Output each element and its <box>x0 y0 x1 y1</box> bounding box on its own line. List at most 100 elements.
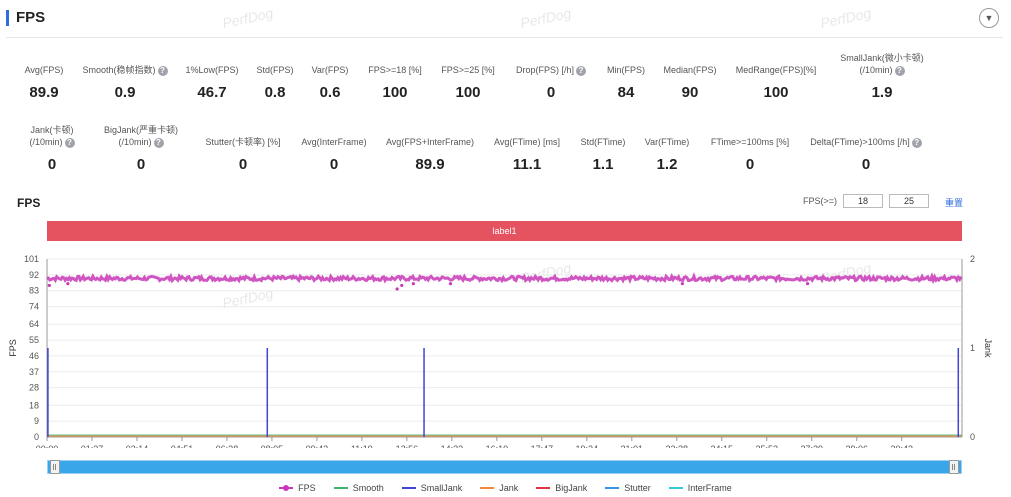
y-tick-label: 0 <box>34 432 39 442</box>
fps-dip-point <box>395 287 399 291</box>
x-tick-label: 27:29 <box>800 444 823 448</box>
legend-item[interactable]: InterFrame <box>668 483 732 493</box>
legend-item[interactable]: BigJank <box>536 483 587 493</box>
stat-label: MedRange(FPS)[%] <box>735 65 817 75</box>
stat-label: Min(FPS) <box>607 65 645 75</box>
time-range-slider[interactable] <box>47 460 962 474</box>
stat-value: 1.2 <box>656 156 678 173</box>
stat-value: 0 <box>861 156 871 173</box>
collapse-chevron-icon[interactable]: ▼ <box>979 8 999 28</box>
fps-dip-point <box>411 282 415 286</box>
threshold-label: FPS(>=) <box>802 196 837 206</box>
help-icon[interactable]: ? <box>911 137 922 148</box>
x-tick-label: 30:43 <box>890 444 913 448</box>
stat-value: 89.9 <box>29 84 59 101</box>
stat-label: Avg(FPS) <box>24 65 64 75</box>
stat-value: 11.1 <box>512 156 542 173</box>
stat-value: 0.8 <box>264 84 286 101</box>
stat-label: FTime>=100ms [%] <box>710 137 790 147</box>
stat-value: 0 <box>546 84 556 101</box>
reset-button[interactable]: 重置 <box>944 198 963 208</box>
stat-label: Std(FPS) <box>256 65 294 75</box>
legend-item[interactable]: Smooth <box>333 483 384 493</box>
y-tick-label: 101 <box>24 254 39 264</box>
header-accent-bar <box>6 10 9 26</box>
legend-swatch <box>668 487 683 489</box>
legend-item[interactable]: Stutter <box>605 483 651 493</box>
help-icon[interactable]: ? <box>153 137 164 148</box>
stat-item: Avg(InterFrame) 0 <box>264 136 404 173</box>
slider-handle-left[interactable] <box>50 460 60 474</box>
x-tick-label: 00:00 <box>36 444 59 448</box>
help-icon[interactable]: ? <box>64 137 75 148</box>
stat-value: 1.9 <box>871 84 893 101</box>
legend-label: InterFrame <box>687 483 732 493</box>
stat-value: 84 <box>617 84 635 101</box>
help-icon[interactable]: ? <box>894 65 905 76</box>
label-band[interactable]: label1 <box>47 221 962 241</box>
x-tick-label: 16:10 <box>486 444 509 448</box>
fps-dip-point <box>805 282 810 286</box>
stat-label: Avg(InterFrame) <box>301 137 367 147</box>
stat-label: Smooth(稳帧指数)? <box>55 64 195 76</box>
threshold-input-1[interactable]: 18 <box>843 194 883 208</box>
y-axis-title: FPS <box>8 339 18 357</box>
stat-item: Jank(卡顿) (/10min)? 0 <box>0 124 122 173</box>
section-title: FPS <box>16 9 46 26</box>
stat-label: BigJank(严重卡顿) <box>103 125 178 135</box>
legend-item[interactable]: Jank <box>480 483 518 493</box>
y-tick-label: 64 <box>29 319 39 329</box>
stat-item: Stutter(卡顿率) [%] 0 <box>173 136 313 173</box>
x-tick-label: 21:01 <box>621 444 644 448</box>
legend-item[interactable]: FPS <box>279 483 316 493</box>
chart-legend: FPS Smooth SmallJank Jank BigJank Stutter Inte… <box>0 481 1011 493</box>
header-divider <box>6 37 1003 38</box>
x-tick-label: 04:51 <box>171 444 194 448</box>
y2-tick-label: 1 <box>970 343 975 353</box>
legend-swatch <box>536 487 551 489</box>
legend-item[interactable]: SmallJank <box>401 483 462 493</box>
y-tick-label: 46 <box>29 351 39 361</box>
fps-dip-point <box>47 283 51 288</box>
y-tick-label: 83 <box>29 286 39 296</box>
x-tick-label: 29:06 <box>845 444 868 448</box>
stat-value: 0.6 <box>319 84 341 101</box>
stat-value: 0 <box>329 156 339 173</box>
y-tick-label: 55 <box>29 335 39 345</box>
stat-label: Drop(FPS) [/h]? <box>481 64 621 76</box>
stat-item: Avg(FTime) [ms] 11.1 <box>457 136 597 173</box>
legend-label: Jank <box>499 483 519 493</box>
stat-item: FPS>=18 [%] 100 <box>325 64 465 101</box>
x-tick-label: 08:05 <box>261 444 284 448</box>
help-icon[interactable]: ? <box>576 65 586 76</box>
x-tick-label: 12:56 <box>396 444 419 448</box>
stat-label: Jank(卡顿) <box>30 125 74 135</box>
stat-item: SmallJank(微小卡顿) (/10min)? 1.9 <box>812 52 952 101</box>
y2-tick-label: 0 <box>970 432 975 442</box>
stat-item: Std(FTime) 1.1 <box>533 136 673 173</box>
stat-value: 0 <box>238 156 248 173</box>
slider-handle-right[interactable] <box>949 460 959 474</box>
legend-swatch <box>401 487 416 489</box>
fps-chart[interactable]: 101 92 83 74 64 55 46 37 28 18 9 0 2 1 0 FPS Jank 00:00 01… <box>0 248 1011 448</box>
fps-dip-point <box>680 282 684 286</box>
fps-dip-point <box>400 283 404 288</box>
fps-threshold-controls: FPS(>=) 18 25 <box>803 194 929 208</box>
x-tick-label: 11:19 <box>351 444 373 448</box>
stat-item: Var(FPS) 0.6 <box>260 64 400 101</box>
legend-label: Smooth <box>352 483 384 493</box>
legend-swatch <box>605 487 620 489</box>
threshold-input-2[interactable]: 25 <box>889 194 929 208</box>
x-tick-label: 17:47 <box>531 444 554 448</box>
stat-item: BigJank(严重卡顿) (/10min)? 0 <box>71 124 211 173</box>
help-icon[interactable]: ? <box>157 65 168 76</box>
stat-item: MedRange(FPS)[%] 100 <box>706 64 846 101</box>
stat-item: FPS>=25 [%] 100 <box>398 64 538 101</box>
y2-tick-label: 2 <box>970 254 975 264</box>
x-tick-label: 24:15 <box>711 444 734 448</box>
legend-swatch <box>333 487 348 489</box>
stat-label: FPS>=18 [%] <box>368 65 422 75</box>
legend-label: BigJank <box>555 483 588 493</box>
y-tick-label: 37 <box>29 367 39 377</box>
stat-item: 1%Low(FPS) 46.7 <box>142 64 282 101</box>
